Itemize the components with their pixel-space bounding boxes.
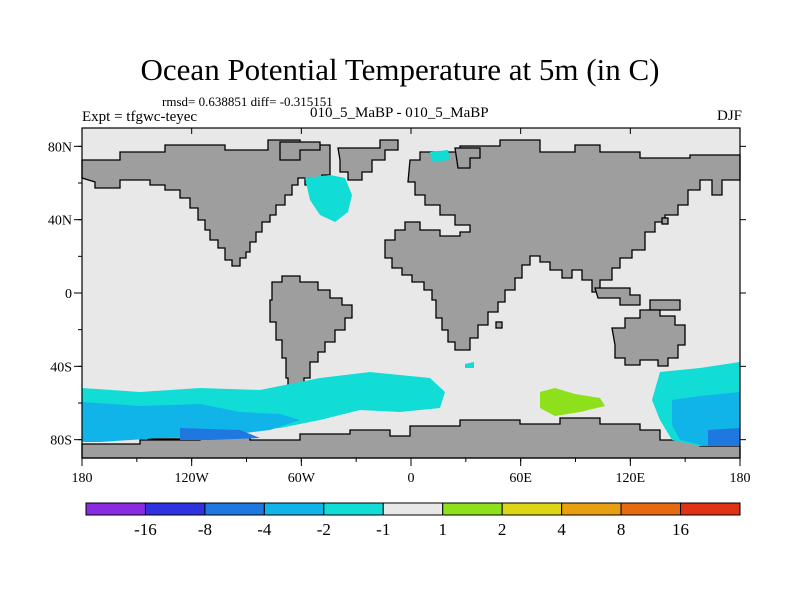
lon-label: 180 (72, 471, 93, 486)
colorbar-label: 4 (557, 520, 566, 539)
lat-label: 0 (65, 287, 72, 302)
experiment-label: Expt = tfgwc-teyec (82, 109, 198, 125)
lon-label: 120E (616, 471, 646, 486)
colorbar-label: -8 (198, 520, 212, 539)
colorbar-label: -1 (376, 520, 390, 539)
colorbar-label: 8 (617, 520, 626, 539)
lat-label: 80N (48, 140, 72, 155)
latitude-labels: 80N 40N 0 40S 80S (48, 140, 72, 448)
land-small-island (495, 321, 503, 329)
colorbar-swatch (323, 502, 384, 516)
colorbar-label: -4 (257, 520, 272, 539)
land-south-america (269, 275, 353, 406)
lat-label: 40N (48, 214, 72, 229)
land-eurasia-africa (384, 139, 741, 351)
colorbar-swatch (144, 502, 206, 516)
anomaly-cold-north-atlantic (305, 175, 352, 222)
colorbar-label: -2 (317, 520, 331, 539)
colorbar-swatch (501, 502, 563, 516)
colorbar-label: 1 (438, 520, 447, 539)
stats-line: rmsd= 0.638851 diff= -0.315151 (162, 94, 333, 109)
land-arctic-islands (279, 141, 321, 161)
anomaly-warm-indian-ocean (540, 388, 605, 416)
lat-label: 40S (50, 360, 72, 375)
experiment-pair-label: 010_5_MaBP - 010_5_MaBP (310, 105, 489, 121)
colorbar-swatch (382, 502, 444, 516)
land-se-asia-islands (594, 287, 641, 306)
colorbar-swatch (85, 502, 146, 516)
land-masses (81, 139, 741, 459)
land-new-guinea (649, 299, 681, 311)
lon-label: 0 (408, 471, 415, 486)
colorbar-label: 16 (672, 520, 689, 539)
land-scandinavia (454, 147, 481, 169)
anomaly-cold-south-pacific-east-core (708, 428, 740, 446)
colorbar-swatch (204, 502, 265, 516)
land-australia (611, 309, 686, 367)
colorbar-label: -16 (134, 520, 157, 539)
anomaly-cold-small-patch (465, 362, 474, 368)
land-small-island (661, 217, 669, 225)
anomaly-patches (82, 150, 740, 446)
land-greenland (337, 139, 399, 181)
anomaly-cold-arctic (430, 150, 450, 162)
colorbar-swatch (442, 502, 503, 516)
axis-ticks (74, 128, 746, 466)
lon-label: 180 (730, 471, 751, 486)
colorbar-label: 2 (498, 520, 507, 539)
map-title: Ocean Potential Temperature at 5m (in C) (140, 52, 660, 87)
colorbar-swatch (620, 502, 682, 516)
longitude-labels: 180 120W 60W 0 60E 120E 180 (72, 471, 751, 486)
colorbar-labels: -16 -8 -4 -2 -1 1 2 4 8 16 (134, 520, 689, 539)
lon-label: 60E (509, 471, 532, 486)
lon-label: 60W (288, 471, 316, 486)
season-label: DJF (716, 108, 742, 124)
lat-label: 80S (50, 434, 72, 449)
lon-label: 120W (175, 471, 210, 486)
colorbar-swatch (561, 502, 622, 516)
anomaly-cold-southern-ocean-core (180, 428, 260, 440)
colorbar-swatch (680, 502, 741, 516)
anomaly-cold-southern-ocean-deep (82, 402, 300, 442)
colorbar (85, 502, 741, 516)
colorbar-swatch (263, 502, 325, 516)
